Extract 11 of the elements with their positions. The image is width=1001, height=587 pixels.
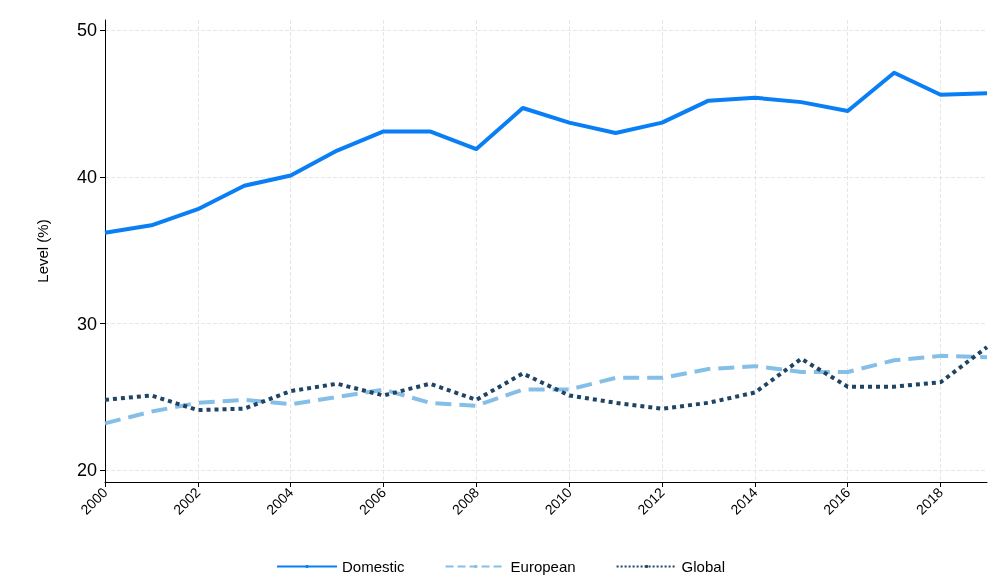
y-axis-title: Level (%) — [34, 219, 51, 283]
legend-label: Global — [681, 558, 725, 575]
y-tick-label: 50 — [76, 20, 97, 41]
y-tick-label: 40 — [76, 166, 97, 187]
legend-label: European — [510, 558, 576, 575]
y-tick-label: 30 — [76, 313, 97, 334]
line-series — [103, 70, 989, 235]
y-tick-label: 20 — [76, 460, 97, 481]
line-series — [103, 345, 989, 413]
line-series — [103, 353, 989, 426]
legend-label: Domestic — [342, 558, 406, 575]
